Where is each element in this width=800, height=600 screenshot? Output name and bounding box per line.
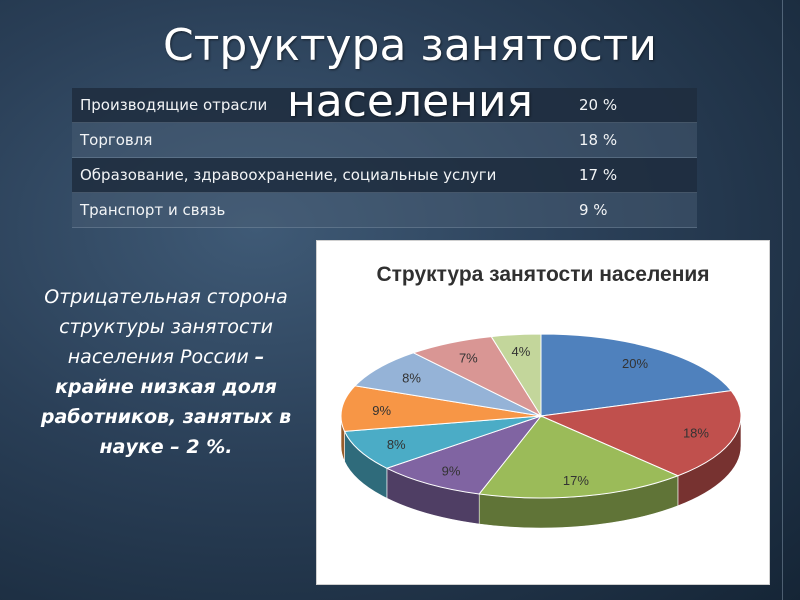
pie-slice-label: 7%: [459, 351, 478, 366]
table-row: Производящие отрасли 20 %: [72, 88, 697, 123]
pie-chart-panel: Структура занятости населения 20% 18% 17% 9…: [316, 240, 770, 585]
pie-slice-label: 9%: [442, 463, 461, 478]
bullet-text: Отрицательная сторона структуры занятост…: [40, 282, 292, 462]
table-row: Образование, здравоохранение, социальные…: [72, 157, 697, 193]
employment-table: Производящие отрасли 20 % Торговля 18 % …: [72, 88, 697, 228]
table-row: Торговля 18 %: [72, 122, 697, 158]
pie-slice: [343, 415, 542, 469]
pie-slice: [354, 352, 542, 417]
table-cell-value: 20 %: [575, 88, 697, 123]
table-cell-value: 18 %: [575, 122, 697, 158]
pie-slice: [385, 414, 543, 495]
pie-slice: [478, 415, 680, 499]
table-cell-label: Торговля: [72, 122, 575, 158]
table-row: Транспорт и связь 9 %: [72, 192, 697, 228]
pie-slice-label: 8%: [402, 370, 421, 385]
slide-title: Структура занятости населения: [162, 20, 657, 127]
chart-title: Структура занятости населения: [376, 263, 709, 286]
pie-slice-label: 9%: [372, 403, 391, 418]
pie-slice: [539, 390, 742, 477]
table-cell-value: 17 %: [575, 157, 697, 193]
pie-slice: [490, 333, 542, 418]
pie-slice: [540, 333, 733, 417]
table-cell-value: 9 %: [575, 192, 697, 228]
table-cell-label: Производящие отрасли: [72, 88, 575, 123]
table-cell-label: Образование, здравоохранение, социальные…: [72, 157, 575, 193]
pie-chart: Структура занятости населения 20% 18% 17% 9…: [340, 263, 742, 529]
pie-slice-label: 18%: [683, 425, 709, 440]
bullet-bold-text: – крайне низкая доля работников, занятых…: [40, 346, 292, 458]
pie-slice-label: 17%: [563, 473, 589, 488]
pie-slice-label: 4%: [512, 344, 531, 359]
decorative-line: [782, 0, 783, 600]
bullet-italic-text: Отрицательная сторона структуры занятост…: [44, 286, 288, 368]
table-cell-label: Транспорт и связь: [72, 192, 575, 228]
pie-slice-label: 8%: [387, 437, 406, 452]
pie-slice-label: 20%: [622, 356, 648, 371]
pie-slice: [340, 385, 542, 432]
